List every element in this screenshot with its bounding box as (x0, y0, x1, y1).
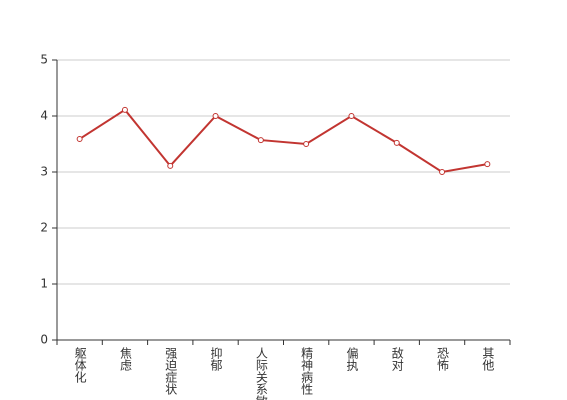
x-tick-label: 敌对 (390, 346, 404, 371)
point (167, 162, 174, 169)
y-tick-label: 1 (40, 277, 48, 291)
point (348, 113, 355, 119)
y-tick-label: 4 (40, 109, 48, 123)
x-tick-label: 偏执 (345, 346, 359, 372)
x-tick-label: 焦虑 (118, 347, 132, 371)
point (303, 141, 310, 147)
x-tick-label: 其他 (481, 347, 495, 371)
point (257, 137, 264, 144)
point (76, 135, 83, 142)
point (121, 106, 128, 113)
x-tick-label: 恐怖 (436, 347, 450, 371)
point (393, 139, 400, 146)
y-tick-label: 5 (40, 53, 48, 67)
point (212, 113, 219, 119)
x-tick-label: 抑郁 (209, 346, 223, 372)
point (484, 161, 491, 168)
x-tick-label: 人际关系敏感 (254, 347, 268, 400)
x-tick-label: 精神病性 (300, 347, 314, 396)
y-tick-label: 0 (40, 333, 48, 347)
line (79, 108, 488, 174)
y-tick-label: 2 (40, 221, 48, 235)
x-tick-label: 躯体化 (73, 346, 87, 384)
point (439, 169, 446, 175)
x-tick-label: 强迫症状 (164, 347, 178, 395)
y-tick-label: 3 (40, 165, 48, 179)
